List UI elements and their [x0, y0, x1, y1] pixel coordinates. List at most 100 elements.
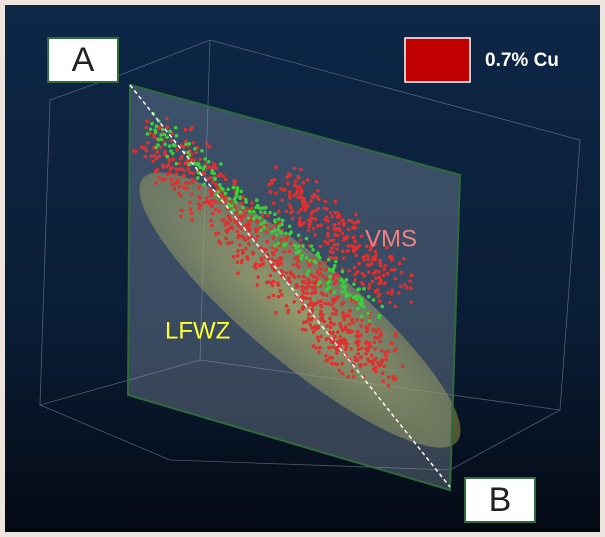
point: [212, 162, 216, 166]
point: [191, 141, 195, 145]
point: [293, 183, 297, 187]
point: [327, 258, 331, 262]
point: [207, 160, 211, 164]
point: [240, 261, 244, 265]
point: [279, 238, 283, 242]
point: [339, 324, 343, 328]
point: [341, 249, 345, 253]
point: [342, 301, 346, 305]
point: [380, 349, 384, 353]
point: [299, 168, 303, 172]
vms-label: VMS: [365, 225, 417, 252]
label-a: A: [72, 41, 95, 79]
point: [324, 338, 328, 342]
point: [219, 162, 223, 166]
point: [323, 240, 327, 244]
point: [348, 293, 352, 297]
point: [312, 227, 316, 231]
point: [319, 245, 323, 249]
point: [342, 222, 346, 226]
point: [196, 162, 200, 166]
point: [277, 295, 281, 299]
point: [340, 231, 344, 235]
point: [238, 243, 242, 247]
point: [163, 177, 167, 181]
point: [261, 214, 265, 218]
point: [214, 182, 218, 186]
point: [238, 195, 242, 199]
point: [264, 230, 268, 234]
point: [335, 347, 339, 351]
point: [336, 243, 340, 247]
point: [187, 150, 191, 154]
point: [190, 193, 194, 197]
point: [244, 200, 248, 204]
point: [301, 328, 305, 332]
point: [267, 296, 271, 300]
point: [308, 263, 312, 267]
point: [280, 293, 284, 297]
point: [149, 155, 153, 159]
point: [360, 319, 364, 323]
point: [354, 213, 358, 217]
point: [209, 194, 213, 198]
point: [390, 288, 394, 292]
point: [348, 309, 352, 313]
point: [250, 201, 254, 205]
point: [369, 360, 373, 364]
point: [328, 279, 332, 283]
point: [305, 237, 309, 241]
point: [170, 139, 174, 143]
point: [370, 262, 374, 266]
point: [331, 276, 335, 280]
point: [337, 369, 341, 373]
point: [183, 128, 187, 132]
point: [179, 214, 183, 218]
point: [233, 179, 237, 183]
point: [214, 207, 218, 211]
point: [165, 135, 169, 139]
point: [303, 208, 307, 212]
point: [347, 244, 351, 248]
point: [330, 303, 334, 307]
point: [165, 165, 169, 169]
point: [335, 362, 339, 366]
point: [241, 250, 245, 254]
point: [230, 241, 234, 245]
point: [410, 274, 414, 278]
point: [209, 219, 213, 223]
point: [313, 286, 317, 290]
point: [394, 277, 398, 281]
point: [277, 224, 281, 228]
point: [180, 209, 184, 213]
point: [405, 286, 409, 290]
point: [305, 292, 309, 296]
point: [359, 303, 363, 307]
figure: A B 0.7% Cu VMS LFWZ: [0, 0, 605, 537]
point: [328, 275, 332, 279]
point: [218, 183, 222, 187]
point: [299, 188, 303, 192]
point: [340, 278, 344, 282]
point: [364, 254, 368, 258]
point: [238, 210, 242, 214]
point: [163, 143, 167, 147]
point: [297, 211, 301, 215]
point: [352, 375, 356, 379]
point: [353, 273, 357, 277]
point: [153, 154, 157, 158]
point: [380, 305, 384, 309]
point: [317, 339, 321, 343]
point: [246, 227, 250, 231]
point: [161, 128, 165, 132]
point: [258, 263, 262, 267]
point: [364, 347, 368, 351]
point: [333, 233, 337, 237]
point: [189, 207, 193, 211]
point: [346, 249, 350, 253]
point: [312, 275, 316, 279]
point: [189, 128, 193, 132]
point: [386, 291, 390, 295]
point: [230, 204, 234, 208]
point: [219, 242, 223, 246]
